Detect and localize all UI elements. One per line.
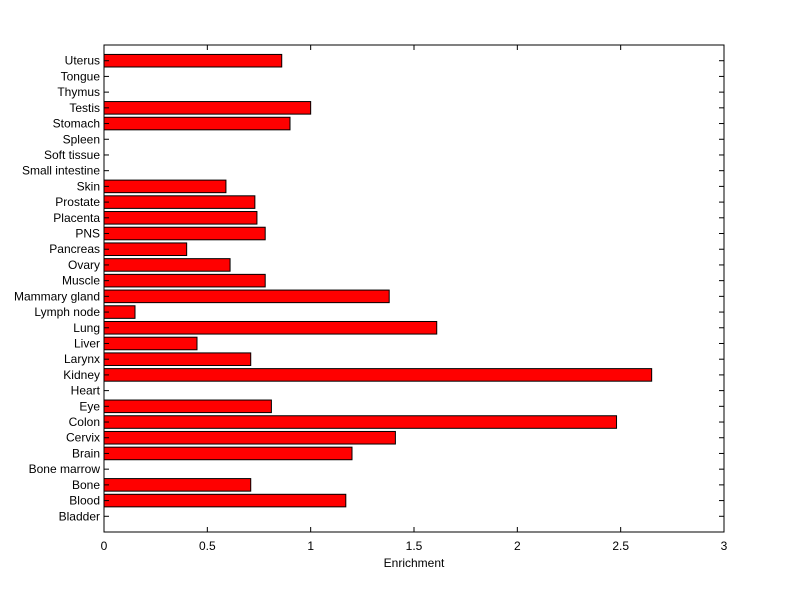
y-tick-label-lymph-node: Lymph node — [34, 305, 100, 319]
y-tick-label-mammary-gland: Mammary gland — [14, 289, 100, 303]
bar-mammary-gland — [103, 289, 390, 304]
bar-prostate — [103, 195, 256, 209]
bar-pns — [103, 226, 266, 241]
y-tick-label-testis: Testis — [69, 101, 100, 115]
bar-blood — [103, 493, 347, 508]
x-tick-label: 1 — [307, 539, 314, 553]
y-tick-label-small-intestine: Small intestine — [22, 164, 100, 178]
y-tick-label-brain: Brain — [72, 446, 100, 460]
y-tick-label-pns: PNS — [75, 227, 100, 241]
x-tick-label: 0.5 — [199, 539, 216, 553]
y-tick-label-bone-marrow: Bone marrow — [29, 462, 101, 476]
x-axis-ticks: 0 0.5 1 1.5 2 2.5 3 — [101, 45, 728, 553]
x-tick-label: 1.5 — [406, 539, 423, 553]
y-tick-label-placenta: Placenta — [53, 211, 100, 225]
y-tick-label-kidney: Kidney — [63, 368, 100, 382]
bar-larynx — [103, 352, 252, 366]
y-tick-label-skin: Skin — [77, 179, 100, 193]
y-tick-label-lung: Lung — [73, 321, 100, 335]
bar-cervix — [103, 430, 396, 445]
bar-brain — [103, 446, 353, 461]
bar-bone — [103, 478, 252, 492]
y-tick-label-tongue: Tongue — [61, 69, 101, 83]
y-tick-label-stomach: Stomach — [53, 117, 100, 131]
bar-ovary — [103, 258, 231, 272]
y-tick-label-eye: Eye — [79, 399, 100, 413]
y-tick-label-colon: Colon — [69, 415, 100, 429]
bars — [103, 53, 653, 508]
x-tick-label: 3 — [721, 539, 728, 553]
y-tick-label-spleen: Spleen — [63, 132, 100, 146]
y-tick-label-liver: Liver — [74, 336, 100, 350]
bar-colon — [103, 415, 618, 429]
y-tick-label-prostate: Prostate — [55, 195, 100, 209]
bar-lung — [103, 320, 438, 335]
bar-uterus — [103, 53, 283, 68]
y-tick-label-bladder: Bladder — [59, 509, 100, 523]
x-tick-label: 2 — [514, 539, 521, 553]
bar-placenta — [103, 211, 258, 225]
y-tick-label-ovary: Ovary — [68, 258, 100, 272]
bar-skin — [103, 179, 227, 194]
y-tick-label-cervix: Cervix — [66, 431, 100, 445]
x-axis-label: Enrichment — [384, 556, 445, 570]
x-tick-label: 2.5 — [612, 539, 629, 553]
bar-testis — [103, 101, 312, 115]
bar-pancreas — [103, 242, 188, 257]
bar-liver — [103, 336, 198, 351]
y-tick-label-heart: Heart — [71, 384, 101, 398]
y-tick-label-blood: Blood — [69, 494, 100, 508]
bar-eye — [103, 399, 272, 414]
y-tick-label-pancreas: Pancreas — [49, 242, 100, 256]
x-tick-label: 0 — [101, 539, 108, 553]
y-tick-label-larynx: Larynx — [64, 352, 100, 366]
y-tick-label-uterus: Uterus — [65, 54, 100, 68]
bar-kidney — [103, 368, 653, 382]
y-tick-label-bone: Bone — [72, 478, 100, 492]
y-tick-label-soft-tissue: Soft tissue — [44, 148, 100, 162]
y-tick-label-thymus: Thymus — [57, 85, 100, 99]
bar-stomach — [103, 116, 291, 131]
y-tick-label-muscle: Muscle — [62, 274, 100, 288]
bar-muscle — [103, 273, 266, 288]
